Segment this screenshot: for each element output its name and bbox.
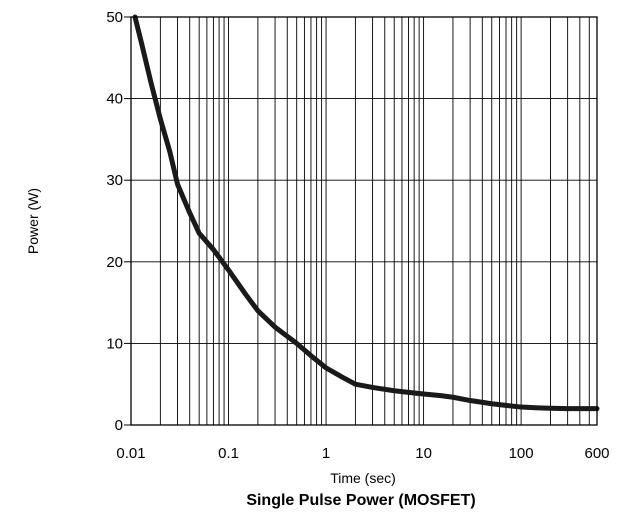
x-tick-label: 0.1	[218, 445, 239, 462]
x-tick-label: 10	[415, 445, 432, 462]
x-tick-label: 0.01	[116, 445, 145, 462]
y-tick-label: 20	[106, 254, 123, 271]
y-tick-label: 30	[106, 172, 123, 189]
y-axis-title: Power (W)	[25, 188, 41, 254]
y-tick-label: 0	[115, 417, 123, 434]
y-tick-labels: 0 10 20 30 40 50	[106, 9, 123, 434]
power-curve	[132, 14, 600, 412]
grid	[124, 16, 598, 426]
x-tick-label: 600	[584, 445, 609, 462]
x-axis-title: Time (sec)	[330, 470, 396, 486]
x-tick-labels: 0.01 0.1 1 10 100 600	[116, 445, 609, 462]
y-tick-label: 40	[106, 91, 123, 108]
y-tick-label: 50	[106, 9, 123, 26]
plot-frame	[130, 16, 598, 426]
chart-title: Single Pulse Power (MOSFET)	[246, 492, 475, 509]
y-tick-label: 10	[106, 335, 123, 352]
x-tick-label: 1	[322, 445, 330, 462]
x-tick-label: 100	[509, 445, 534, 462]
